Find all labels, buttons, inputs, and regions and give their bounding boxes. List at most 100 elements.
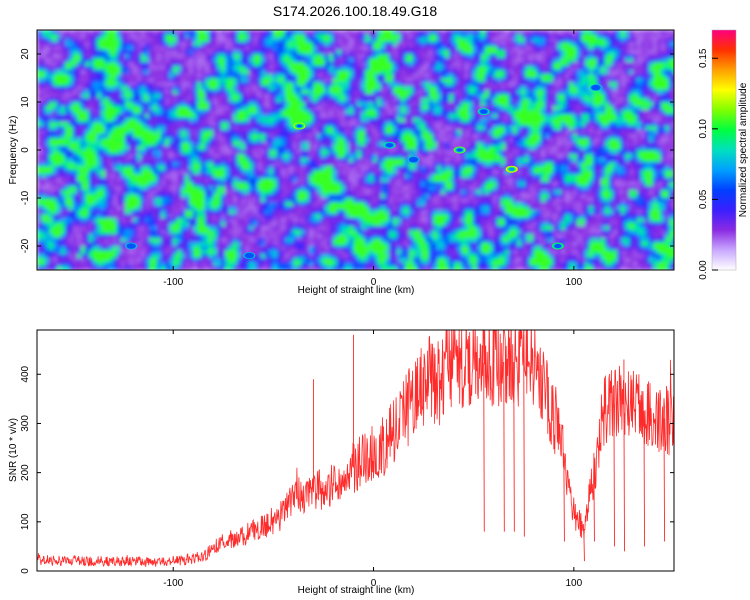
spectrogram-cell [213, 206, 218, 211]
spectrogram-cell [233, 218, 238, 223]
spectrogram-cell [313, 266, 318, 270]
spectrogram-cell [361, 170, 366, 175]
spectrogram-cell [253, 222, 258, 227]
spectrogram-cell [321, 62, 326, 67]
spectrogram-cell [357, 126, 362, 131]
spectrogram-cell [181, 66, 186, 71]
spectrogram-cell [37, 170, 42, 175]
spectrogram-cell [169, 202, 174, 207]
spectrogram-cell [301, 106, 306, 111]
spectrogram-cell [73, 262, 78, 267]
spectrogram-cell [81, 114, 86, 119]
spectrogram-cell [321, 230, 326, 235]
spectrogram-cell [141, 154, 146, 159]
spectrogram-cell [241, 154, 246, 159]
spectrogram-cell [313, 70, 318, 75]
spectrogram-cell [97, 214, 102, 219]
spectrogram-cell [173, 190, 178, 195]
spectrogram-cell [349, 46, 354, 51]
spectrogram-cell [93, 158, 98, 163]
spectrogram-cell [49, 226, 54, 231]
spectrogram-cell [221, 66, 226, 71]
spectrogram-cell [345, 254, 350, 259]
spectrogram-cell [201, 210, 206, 215]
spectrogram-cell [325, 210, 330, 215]
spectrogram-cell [317, 166, 322, 171]
spectrogram-cell [85, 106, 90, 111]
spectrogram-cell [137, 246, 142, 251]
spectrogram-cell [117, 206, 122, 211]
spectrogram-cell [157, 226, 162, 231]
spectrogram-cell [241, 110, 246, 115]
spectrogram-cell [269, 258, 274, 263]
spectrogram-cell [93, 242, 98, 247]
spectrogram-cell [353, 122, 358, 127]
spectrogram-cell [185, 54, 190, 59]
spectrogram-cell [61, 178, 66, 183]
spectrogram-cell [101, 134, 106, 139]
spectrogram-cell [173, 194, 178, 199]
spectrogram-cell [37, 38, 42, 43]
spectrogram-cell [285, 110, 290, 115]
spectrogram-cell [293, 94, 298, 99]
spectrogram-cell [345, 114, 350, 119]
spectrogram-cell [321, 30, 326, 35]
spectrogram-cell [181, 102, 186, 107]
spectrogram-cell [125, 62, 130, 67]
spectrogram-cell [237, 242, 242, 247]
spectrogram-cell [153, 54, 158, 59]
spectrogram-cell [89, 254, 94, 259]
spectrogram-cell [165, 146, 170, 151]
spectrogram-cell [213, 194, 218, 199]
spectrogram-cell [169, 114, 174, 119]
spectrogram-cell [41, 266, 46, 270]
spectrogram-cell [301, 118, 306, 123]
spectrogram-cell [273, 250, 278, 255]
spectrogram-cell [117, 182, 122, 187]
spectrogram-cell [121, 114, 126, 119]
spectrogram-cell [277, 106, 282, 111]
spectrogram-cell [353, 222, 358, 227]
spectrogram-cell [93, 118, 98, 123]
spectrogram-cell [269, 254, 274, 259]
spectrogram-cell [149, 94, 154, 99]
spectrogram-cell [49, 178, 54, 183]
spectrogram-cell [93, 62, 98, 67]
spectrogram-cell [229, 70, 234, 75]
spectrogram-cell [85, 34, 90, 39]
spectrogram-cell [233, 162, 238, 167]
spectrogram-cell [193, 182, 198, 187]
spectrogram-cell [205, 218, 210, 223]
spectrogram-cell [165, 106, 170, 111]
spectrogram-cell [221, 174, 226, 179]
spectrogram-cell [81, 202, 86, 207]
spectrogram-cell [365, 230, 370, 235]
spectrogram-cell [213, 242, 218, 247]
spectrogram-cell [265, 202, 270, 207]
spectrogram-cell [273, 174, 278, 179]
spectrogram-cell [97, 258, 102, 263]
spectrogram-cell [317, 170, 322, 175]
spectrogram-cell [133, 90, 138, 95]
spectrogram-cell [305, 50, 310, 55]
spectrogram-cell [157, 110, 162, 115]
spectrogram-cell [289, 138, 294, 143]
spectrogram-cell [221, 54, 226, 59]
spectrogram-cell [169, 50, 174, 55]
spectrogram-cell [229, 222, 234, 227]
spectrogram-cell [181, 130, 186, 135]
spectrogram-cell [57, 202, 62, 207]
spectrogram-cell [165, 230, 170, 235]
spectrogram-cell [73, 146, 78, 151]
spectrogram-cell [65, 118, 70, 123]
spectrogram-cell [169, 42, 174, 47]
spectrogram-cell [365, 102, 370, 107]
spectrogram-cell [281, 30, 286, 35]
spectrogram-cell [209, 254, 214, 259]
spectrogram-cell [49, 174, 54, 179]
spectrogram-cell [73, 242, 78, 247]
spectrogram-cell [57, 126, 62, 131]
spectrogram-cell [297, 74, 302, 79]
spectrogram-cell [165, 78, 170, 83]
spectrogram-cell [205, 134, 210, 139]
